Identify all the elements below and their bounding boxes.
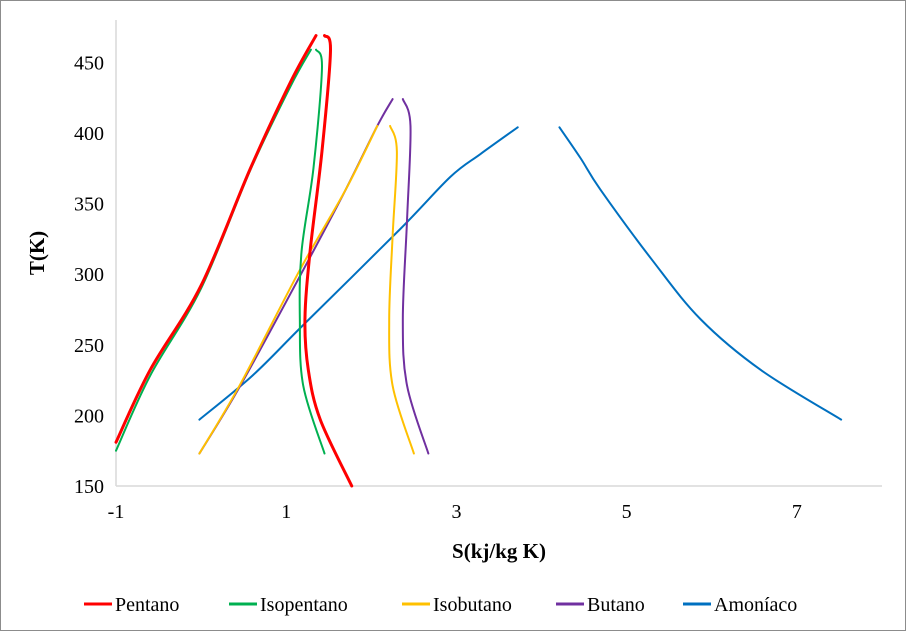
legend-item: Amoníaco [683,594,797,616]
series-amoníaco-vapor-line [558,126,843,421]
series-lines [114,34,843,488]
legend-label: Pentano [115,594,179,616]
legend-label: Isobutano [433,594,512,616]
legend-item: Pentano [84,594,179,616]
y-tick-label: 450 [74,52,104,74]
x-axis-label: S(kj/kg K) [452,539,546,563]
x-tick-label: 5 [622,501,632,523]
y-tick-label: 350 [74,194,104,216]
series-amoníaco-liquid-line [198,126,519,421]
y-axis-label: T(K) [25,231,49,275]
y-tick-label: 400 [74,123,104,145]
legend-label: Butano [587,594,645,616]
legend-label: Amoníaco [714,594,797,616]
series-isobutano-liquid-line [198,124,379,455]
axes: 150 200 250 300 350 400 450 -1 1 3 5 7 [74,20,882,523]
y-tick-label: 250 [74,335,104,357]
legend-label: Isopentano [260,594,348,616]
series-isopentano-liquid-line [115,48,312,452]
x-tick-label: -1 [108,501,125,523]
series-isobutano-vapor-line [388,124,415,455]
x-tick-label: 3 [451,501,461,523]
legend-item: Isobutano [402,594,512,616]
y-tick-label: 200 [74,405,104,427]
series-pentano-liquid-line [114,34,318,444]
x-tick-label: 1 [281,501,291,523]
legend-item: Isopentano [229,594,348,616]
series-isopentano-vapor-line [298,48,326,455]
y-tick-label: 150 [74,476,104,498]
x-tick-label: 7 [792,501,802,523]
legend-item: Butano [556,594,645,616]
series-pentano-vapor-line [303,34,354,488]
legend: Pentano Isopentano Isobutano Butano Amoníaco [84,594,797,616]
y-tick-label: 300 [74,264,104,286]
series-butano-vapor-line [401,98,430,455]
